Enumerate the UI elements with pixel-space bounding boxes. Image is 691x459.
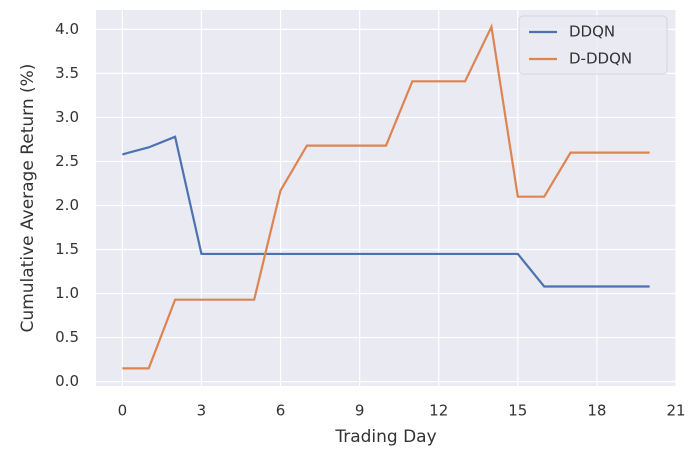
y-tick-label: 1.5 xyxy=(55,240,79,258)
series-line xyxy=(122,23,650,370)
x-tick-label: 12 xyxy=(429,402,448,420)
x-tick-label: 15 xyxy=(508,402,527,420)
x-tick-label: 3 xyxy=(197,402,207,420)
y-axis-label: Cumulative Average Return (%) xyxy=(18,64,38,333)
legend-label: D-DDQN xyxy=(569,50,632,68)
y-tick-label: 4.0 xyxy=(55,20,79,38)
y-tick-label: 3.5 xyxy=(55,64,79,82)
x-tick-label: 18 xyxy=(587,402,606,420)
y-tick-label: 2.5 xyxy=(55,152,79,170)
y-tick-label: 2.0 xyxy=(55,196,79,214)
x-tick-label: 21 xyxy=(666,402,685,420)
y-tick-label: 3.0 xyxy=(55,108,79,126)
y-tick-label: 0.0 xyxy=(55,372,79,390)
y-tick-label: 0.5 xyxy=(55,328,79,346)
series-line xyxy=(122,135,650,288)
x-axis-label: Trading Day xyxy=(334,427,436,447)
x-tick-label: 0 xyxy=(118,402,128,420)
y-tick-label: 1.0 xyxy=(55,284,79,302)
legend-label: DDQN xyxy=(569,23,615,41)
x-tick-label: 9 xyxy=(355,402,365,420)
x-tick-label: 6 xyxy=(276,402,286,420)
